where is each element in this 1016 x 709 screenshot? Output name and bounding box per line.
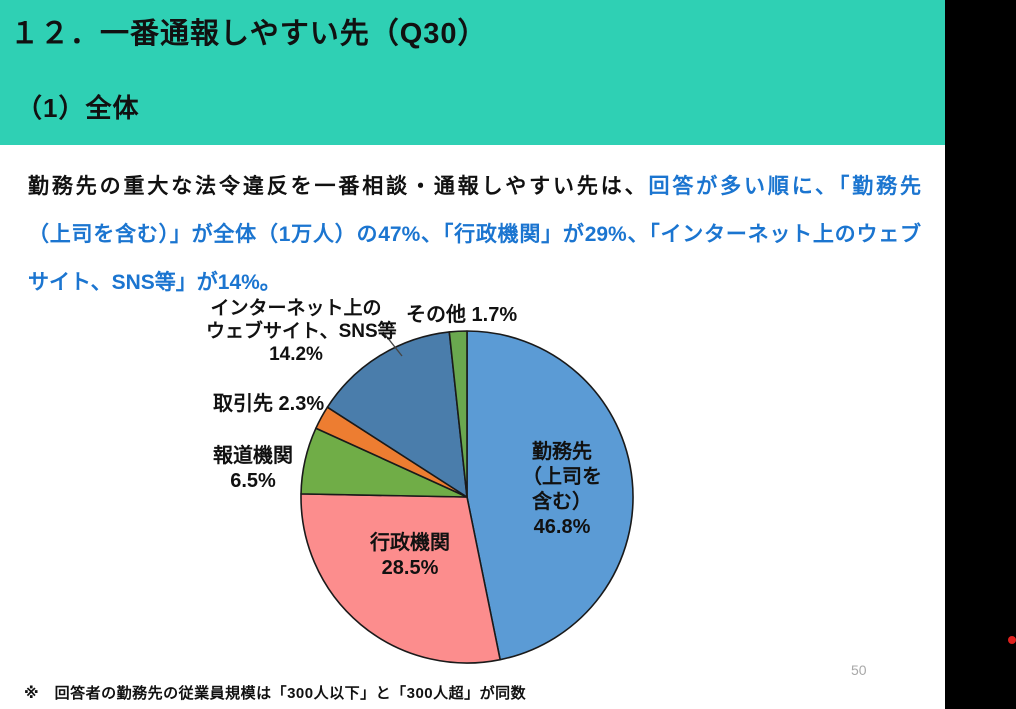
pie-label-business-partner: 取引先 2.3%: [213, 393, 325, 415]
pie-label-workplace-line1: 勤務先: [532, 441, 592, 463]
lead-line-1: 勤務先の重大な法令違反を一番相談・通報しやすい先は、回答が多い順に、「勤務先: [28, 163, 921, 211]
pie-label-internet-line1: インターネット上の: [210, 298, 382, 319]
pie-label-government: 行政機関 28.5%: [335, 531, 485, 581]
pie-slice-4: [326, 331, 468, 498]
pie-label-internet-value: 14.2%: [269, 344, 323, 365]
header-band: １２．一番通報しやすい先（Q30） （1）全体: [0, 0, 945, 145]
lead-line-2: （上司を含む）」が全体（1万人）の47%、「行政機関」が29%、「インターネット…: [28, 223, 921, 246]
callout-leader-line: [382, 331, 403, 357]
lead-line-1-highlight: 回答が多い順に、「勤務先: [648, 175, 921, 198]
pie-label-workplace: 勤務先 （上司を 含む） 46.8%: [487, 440, 637, 540]
section-subtitle: （1）全体: [16, 93, 140, 123]
pie-label-media-line1: 報道機関: [213, 445, 293, 467]
lead-line-1-black: 勤務先の重大な法令違反を一番相談・通報しやすい先は、: [28, 175, 649, 198]
pie-slice-1: [300, 493, 501, 664]
pie-slice-5: [448, 330, 468, 498]
pie-label-media: 報道機関 6.5%: [203, 444, 303, 494]
pie-label-media-value: 6.5%: [230, 470, 276, 492]
pie-slice-0: [466, 330, 634, 661]
pie-label-internet-line2: ウェブサイト、SNS等: [206, 321, 397, 342]
pie-label-workplace-line2: （上司を: [522, 466, 602, 488]
red-dot-indicator: [1008, 636, 1016, 644]
pie-label-government-line1: 行政機関: [370, 532, 450, 554]
right-black-strip: [945, 0, 1016, 709]
lead-line-3: サイト、SNS等」が14%。: [28, 271, 281, 294]
pie-label-internet: インターネット上の ウェブサイト、SNS等 14.2%: [206, 297, 397, 366]
pie-label-other: その他 1.7%: [406, 304, 518, 326]
page-title: １２．一番通報しやすい先（Q30）: [10, 18, 488, 50]
pie-chart: [300, 330, 634, 664]
pie-label-government-value: 28.5%: [381, 557, 439, 579]
pie-label-workplace-line3: 含む）: [532, 491, 592, 513]
page-number: 50: [851, 662, 867, 678]
footnote: ※ 回答者の勤務先の従業員規模は「300人以下」と「300人超」が同数: [24, 685, 527, 702]
lead-paragraph: 勤務先の重大な法令違反を一番相談・通報しやすい先は、回答が多い順に、「勤務先 （…: [28, 163, 921, 307]
pie-label-workplace-value: 46.8%: [533, 516, 591, 538]
